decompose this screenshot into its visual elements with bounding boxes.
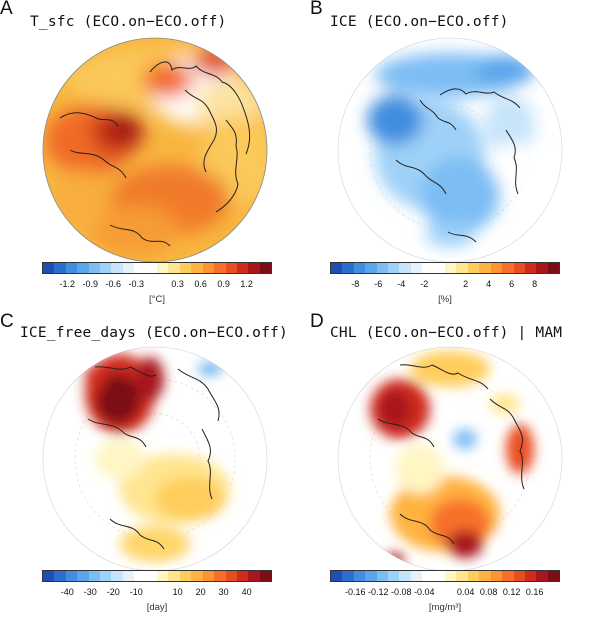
colorbar: [42, 262, 272, 274]
tick-label: -0.3: [128, 279, 145, 289]
colorbar-ticks: -1.2 -0.9 -0.6 -0.3 0.3 0.6 0.9 1.2: [42, 279, 272, 291]
panel-letter: B: [310, 0, 323, 19]
tick-label: -0.16: [345, 587, 366, 597]
tick-label: 2: [463, 279, 469, 289]
colorbar-ticks: -8 -6 -4 -2 2 4 6 8: [330, 279, 560, 291]
polar-map: [42, 37, 268, 263]
colorbar-ticks: -40 -30 -20 -10 10 20 30 40: [42, 587, 272, 599]
panel-letter: C: [0, 311, 14, 332]
panel-title: T_sfc (ECO.on−ECO.off): [30, 14, 227, 30]
unit-label: [%]: [438, 294, 452, 305]
panel-c: C ICE_free_days (ECO.on−ECO.off): [0, 309, 300, 618]
tick-label: -10: [129, 587, 143, 597]
panel-d: D CHL (ECO.on−ECO.off) | MAM: [300, 309, 600, 618]
tick-label: -0.08: [391, 587, 412, 597]
tick-label: 40: [241, 587, 252, 597]
tick-label: -40: [60, 587, 74, 597]
tick-label: 0.04: [456, 587, 475, 597]
tick-label: -0.04: [414, 587, 435, 597]
panel-letter: D: [310, 311, 324, 332]
tick-label: 0.08: [479, 587, 498, 597]
tick-label: 6: [509, 279, 515, 289]
polar-map: [42, 346, 268, 572]
colorbar: [42, 570, 272, 582]
tick-label: 1.2: [240, 279, 253, 289]
tick-label: 0.16: [525, 587, 544, 597]
colorbar: [330, 570, 560, 582]
tick-label: -0.12: [368, 587, 389, 597]
tick-label: 0.3: [171, 279, 184, 289]
tick-label: 10: [172, 587, 183, 597]
panel-a: A T_sfc (ECO.on−ECO.off): [0, 0, 300, 309]
polar-map: [337, 37, 563, 263]
tick-label: -0.9: [82, 279, 99, 289]
colorbar-ticks: -0.16 -0.12 -0.08 -0.04 0.04 0.08 0.12 0…: [330, 587, 560, 599]
unit-label: [day]: [146, 602, 168, 613]
panel-b: B ICE (ECO.on−ECO.off): [300, 0, 600, 309]
tick-label: -1.2: [59, 279, 76, 289]
unit-label: [mg/m³]: [428, 602, 462, 613]
panel-title: ICE (ECO.on−ECO.off): [330, 14, 509, 30]
tick-label: 4: [486, 279, 492, 289]
polar-map: [337, 346, 563, 572]
panel-letter: A: [0, 0, 13, 19]
panel-title: ICE_free_days (ECO.on−ECO.off): [20, 325, 288, 341]
tick-label: 0.12: [502, 587, 521, 597]
tick-label: -20: [106, 587, 120, 597]
tick-label: 0.9: [217, 279, 230, 289]
unit-label: [°C]: [149, 294, 165, 305]
tick-label: -6: [374, 279, 383, 289]
tick-label: -8: [351, 279, 360, 289]
panel-title: CHL (ECO.on−ECO.off) | MAM: [330, 325, 563, 341]
tick-label: 0.6: [194, 279, 207, 289]
colorbar: [330, 262, 560, 274]
tick-label: 8: [532, 279, 538, 289]
tick-label: -2: [420, 279, 429, 289]
tick-label: -30: [83, 587, 97, 597]
tick-label: 30: [218, 587, 229, 597]
tick-label: 20: [195, 587, 206, 597]
tick-label: -0.6: [105, 279, 122, 289]
tick-label: -4: [397, 279, 406, 289]
